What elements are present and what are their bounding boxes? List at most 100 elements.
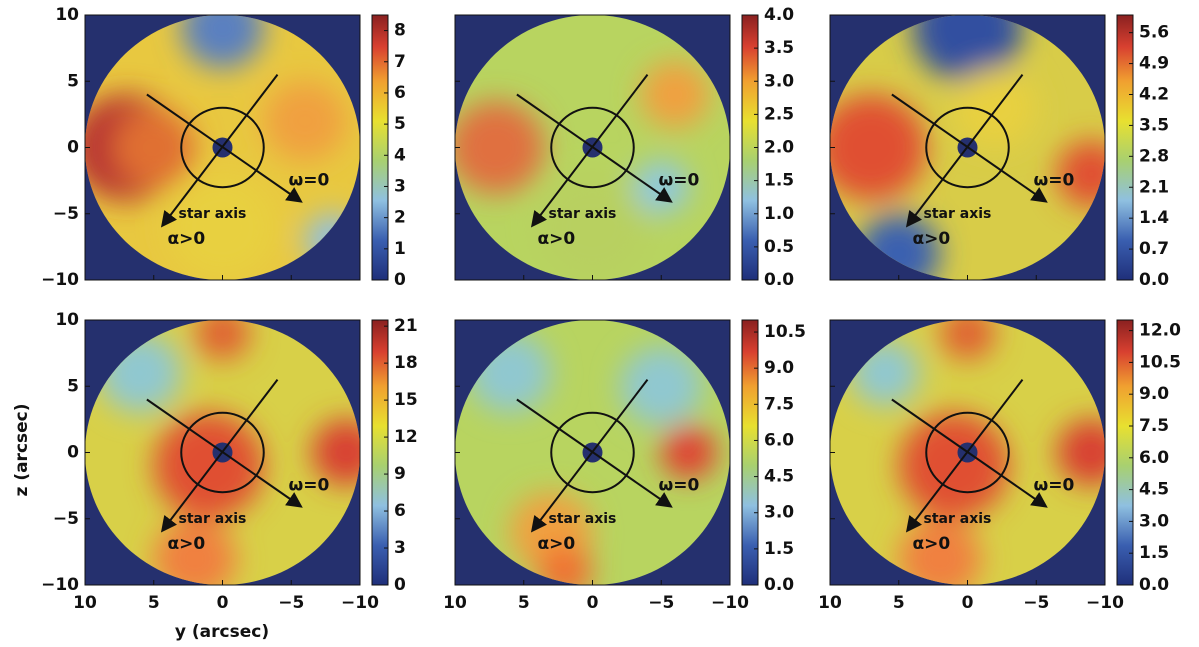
annotation: α>0	[913, 229, 951, 249]
colorbar-tick-label: 12.0	[1139, 321, 1181, 341]
annotation: ω=0	[659, 171, 700, 191]
ring	[180, 106, 265, 189]
axis-line	[530, 379, 649, 533]
map-blob	[1056, 140, 1105, 208]
colorbar-tick-label: 3.5	[1139, 115, 1169, 135]
panel: star axis α>0 ω=0 10 5 0 −5 −10 0.0 1.5 3.0 4.5 6.0 7…	[818, 319, 1181, 613]
ring	[550, 411, 635, 494]
annotation: α>0	[538, 534, 576, 554]
map-blob	[537, 174, 648, 280]
colorbar-tick-label: 4.5	[1139, 480, 1169, 500]
colorbar-tick-label: 2.5	[764, 104, 794, 124]
annotation: star axis	[549, 511, 617, 527]
colorbar-tick-label: 4.2	[1139, 85, 1169, 105]
axis-line	[905, 74, 1024, 228]
colorbar-tick-label: 10.5	[1139, 352, 1181, 372]
colorbar	[371, 319, 389, 586]
y-tick-label: −5	[53, 509, 79, 529]
colorbar-tick-label: 0.7	[1139, 239, 1169, 259]
colorbar-tick-label: 3.5	[764, 38, 794, 58]
colorbar-tick-label: 9	[394, 464, 406, 484]
annotation: ω=0	[659, 476, 700, 496]
colorbar-tick-label: 1.5	[764, 539, 794, 559]
colorbar-tick-label: 1.0	[764, 204, 794, 224]
map-blob	[311, 419, 360, 486]
colorbar-tick-label: 2	[394, 208, 406, 228]
map-blob	[112, 107, 195, 188]
colorbar-tick-label: 21	[394, 316, 418, 336]
annotation: star axis	[549, 206, 617, 222]
colorbar	[1116, 319, 1134, 586]
annotation: ω=0	[1034, 476, 1075, 496]
colorbar-tick-label: 0.0	[1139, 575, 1169, 595]
x-tick-label: 0	[587, 593, 599, 613]
y-tick-label: −10	[41, 575, 79, 595]
y-tick-label: 0	[67, 443, 79, 463]
colorbar	[1116, 14, 1134, 281]
panel: star axis α>0 ω=0 −10 −5 0 5 10 0 1 2 3 4 5 6 7 8	[41, 5, 406, 290]
colorbar-tick-label: 7.5	[764, 394, 794, 414]
annotation: α>0	[538, 229, 576, 249]
colorbar-tick-label: 0.0	[764, 575, 794, 595]
colorbar-tick-label: 1.5	[764, 171, 794, 191]
map-blob	[830, 94, 927, 201]
y-tick-label: −10	[41, 270, 79, 290]
x-tick-label: −5	[278, 593, 304, 613]
colorbar	[371, 14, 389, 281]
colorbar-tick-label: 4.5	[764, 467, 794, 487]
ring	[925, 411, 1010, 494]
x-tick-label: 0	[217, 593, 229, 613]
colorbar-tick-label: 9.0	[764, 358, 794, 378]
map-blob	[898, 518, 982, 585]
axis-line	[530, 74, 649, 228]
x-tick-label: 10	[443, 593, 467, 613]
colorbar-tick-label: 3.0	[764, 503, 794, 523]
y-axis-label: z (arcsec)	[12, 403, 32, 496]
colorbar-tick-label: 6	[394, 501, 406, 521]
map-blob	[537, 545, 593, 585]
annotation: star axis	[924, 206, 992, 222]
axis-line	[160, 379, 279, 533]
map-blobs	[830, 15, 1105, 280]
colorbar-tick-label: 2.8	[1139, 146, 1169, 166]
map-blob	[153, 412, 264, 519]
colorbar-tick-label: 3	[394, 538, 406, 558]
map-blob	[153, 518, 237, 585]
colorbar-tick-label: 10.5	[764, 322, 806, 342]
x-tick-label: 5	[148, 593, 160, 613]
map-blob	[940, 320, 995, 360]
colorbar-tick-label: 3	[394, 176, 406, 196]
annotation: α>0	[168, 534, 206, 554]
colorbar-tick-label: 1.4	[1139, 208, 1169, 228]
map-blob	[263, 81, 347, 161]
colorbar-tick-label: 12	[394, 427, 418, 447]
colorbar-tick-label: 4.0	[764, 5, 794, 25]
colorbar-tick-label: 9.0	[1139, 384, 1169, 404]
colorbar-tick-label: 8	[394, 21, 406, 41]
ring	[180, 411, 265, 494]
axis-line	[160, 74, 279, 228]
x-tick-label: 10	[73, 593, 97, 613]
annotation: star axis	[179, 206, 247, 222]
colorbar-tick-label: 0.0	[764, 270, 794, 290]
map-blob	[640, 61, 710, 128]
colorbar-tick-label: 2.0	[764, 138, 794, 158]
colorbar-tick-label: 1.5	[1139, 543, 1169, 563]
map-blob	[455, 101, 545, 194]
colorbar	[741, 319, 759, 586]
map-blob	[195, 320, 250, 360]
map-blob	[898, 412, 1009, 519]
colorbar-tick-label: 7	[394, 52, 406, 72]
colorbar-tick-label: 6.0	[764, 430, 794, 450]
map-blobs	[455, 61, 710, 280]
x-axis-label: y (arcsec)	[175, 622, 269, 642]
y-tick-label: 5	[67, 71, 79, 91]
y-tick-label: 10	[55, 5, 79, 25]
annotation: star axis	[179, 511, 247, 527]
map-blob	[167, 174, 278, 280]
colorbar-tick-label: 18	[394, 353, 418, 373]
annotation: ω=0	[289, 476, 330, 496]
x-tick-label: −5	[1023, 593, 1049, 613]
